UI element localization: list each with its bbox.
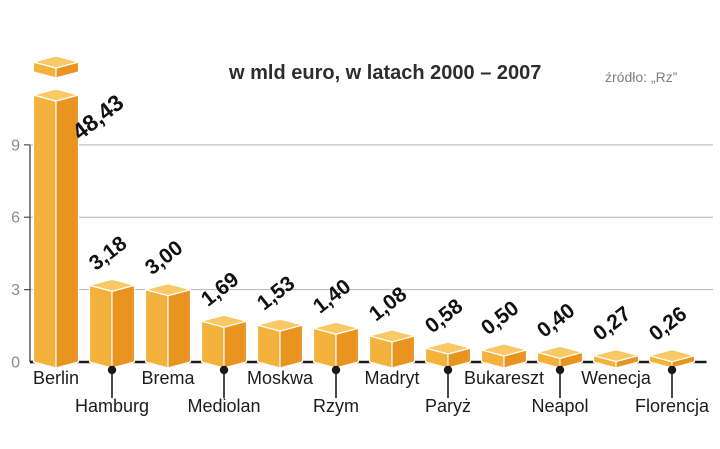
y-tick-label: 0 — [11, 355, 20, 372]
break-cap-top — [32, 55, 80, 69]
category-label: Mediolan — [187, 396, 260, 416]
value-label: 0,40 — [533, 299, 579, 342]
bar-face-top — [536, 345, 584, 359]
bar-face-top — [368, 329, 416, 343]
bar-neapol — [536, 345, 584, 369]
bar-face-left — [312, 327, 337, 369]
chart-title: w mld euro, w latach 2000 – 2007 — [229, 62, 542, 84]
y-tick-label: 6 — [11, 210, 20, 227]
label-connector-dot — [667, 365, 677, 375]
bar-berlin — [32, 55, 80, 369]
category-label: Rzym — [313, 396, 359, 416]
bar-wenecja — [592, 348, 640, 369]
bar-bukareszt — [480, 343, 528, 369]
bar-face-top — [200, 314, 248, 328]
value-label: 0,58 — [421, 294, 468, 337]
bar-face-right — [335, 327, 360, 369]
label-connector-dot — [331, 365, 341, 375]
value-label: 0,27 — [589, 302, 635, 345]
bar-face-left — [256, 324, 281, 369]
label-connector-dot — [443, 365, 453, 375]
category-label: Madryt — [364, 368, 419, 388]
y-tick-label: 3 — [11, 282, 20, 299]
bar-face-top — [480, 343, 528, 357]
bar-paryż — [424, 341, 472, 369]
y-tick-label: 9 — [11, 137, 20, 154]
bar-face-left — [88, 284, 113, 369]
value-label: 1,53 — [253, 272, 299, 315]
bar-face-right — [279, 324, 304, 369]
bar-moskwa — [256, 318, 304, 369]
category-label: Berlin — [33, 368, 79, 388]
label-connector-dot — [107, 365, 117, 375]
category-label: Hamburg — [75, 396, 149, 416]
bar-face-top — [144, 283, 192, 297]
category-label: Bukareszt — [464, 368, 544, 388]
bar-face-top — [592, 348, 640, 363]
bar-florencja — [648, 349, 696, 369]
value-label: 3,00 — [141, 236, 187, 279]
value-label: 1,40 — [309, 275, 355, 318]
bar-brema — [144, 283, 192, 369]
label-connector-dot — [555, 365, 565, 375]
category-label: Neapol — [531, 396, 588, 416]
source-credit: źródło: „Rz” — [605, 69, 678, 85]
bar-rzym — [312, 321, 360, 369]
bar-madryt — [368, 329, 416, 369]
bar-face-top — [88, 278, 136, 292]
label-connector-dot — [219, 365, 229, 375]
bar-face-left — [144, 289, 169, 369]
bar-face-top — [256, 318, 304, 332]
value-label: 3,18 — [85, 232, 132, 275]
bar-face-right — [111, 284, 136, 369]
category-label: Florencja — [635, 396, 710, 416]
bar-face-right — [167, 289, 192, 369]
category-label: Paryż — [425, 396, 471, 416]
bar-hamburg — [88, 278, 136, 369]
value-label: 1,08 — [365, 282, 412, 325]
bar-face-left — [32, 94, 57, 369]
value-label: 1,69 — [197, 268, 243, 311]
bar-face-top — [648, 349, 696, 363]
bar-face-top — [424, 341, 472, 355]
category-label: Brema — [141, 368, 195, 388]
value-label: 0,50 — [477, 297, 523, 340]
category-label: Moskwa — [247, 368, 314, 388]
category-label: Wenecja — [581, 368, 652, 388]
bar-face-left — [200, 320, 225, 369]
value-label: 0,26 — [645, 302, 691, 345]
bar-face-top — [32, 88, 80, 102]
bar-face-right — [223, 320, 248, 369]
bar-face-top — [312, 321, 360, 335]
bar-mediolan — [200, 314, 248, 369]
